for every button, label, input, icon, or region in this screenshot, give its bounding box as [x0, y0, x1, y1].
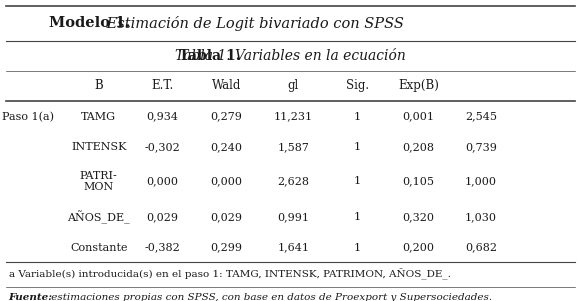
Text: Fuente:: Fuente:: [9, 293, 53, 301]
Text: 1: 1: [354, 142, 361, 152]
Text: Tabla 1.: Tabla 1.: [179, 49, 241, 63]
Text: 0,320: 0,320: [402, 213, 435, 222]
Text: 0,029: 0,029: [210, 213, 243, 222]
Text: a Variable(s) introducida(s) en el paso 1: TAMG, INTENSK, PATRIMON, AÑOS_DE_.: a Variable(s) introducida(s) en el paso …: [9, 268, 451, 280]
Text: 0,240: 0,240: [210, 142, 243, 152]
Text: 1,030: 1,030: [465, 213, 497, 222]
Text: 0,279: 0,279: [211, 112, 242, 122]
Text: 0,739: 0,739: [465, 142, 497, 152]
Text: Modelo 1.: Modelo 1.: [49, 16, 131, 30]
Text: 11,231: 11,231: [274, 112, 313, 122]
Text: 0,000: 0,000: [210, 176, 243, 186]
Text: B: B: [94, 79, 103, 92]
Text: -0,382: -0,382: [145, 243, 181, 253]
Text: Wald: Wald: [212, 79, 241, 92]
Text: 0,299: 0,299: [210, 243, 243, 253]
Text: AÑOS_DE_: AÑOS_DE_: [67, 211, 130, 224]
Text: E.T.: E.T.: [152, 79, 174, 92]
Text: TAMG: TAMG: [81, 112, 116, 122]
Text: 0,001: 0,001: [402, 112, 435, 122]
Text: PATRI-
MON: PATRI- MON: [80, 171, 117, 192]
Text: 2,628: 2,628: [277, 176, 310, 186]
Text: 0,000: 0,000: [146, 176, 179, 186]
Text: Tabla 1. Variables en la ecuación: Tabla 1. Variables en la ecuación: [175, 49, 406, 63]
Text: 0,682: 0,682: [465, 243, 497, 253]
Text: Exp(B): Exp(B): [398, 79, 439, 92]
Text: 1,587: 1,587: [278, 142, 309, 152]
Text: 1: 1: [354, 176, 361, 186]
Text: 0,991: 0,991: [277, 213, 310, 222]
Text: 0,105: 0,105: [402, 176, 435, 186]
Text: gl: gl: [288, 79, 299, 92]
Text: 1: 1: [354, 112, 361, 122]
Text: -0,302: -0,302: [145, 142, 181, 152]
Text: 1: 1: [354, 213, 361, 222]
Text: Sig.: Sig.: [346, 79, 369, 92]
Text: Paso 1(a): Paso 1(a): [2, 111, 54, 122]
Text: 0,200: 0,200: [402, 243, 435, 253]
Text: 0,208: 0,208: [402, 142, 435, 152]
Text: 0,934: 0,934: [146, 112, 179, 122]
Text: estimaciones propias con SPSS, con base en datos de Proexport y Supersociedades.: estimaciones propias con SPSS, con base …: [48, 293, 492, 301]
Text: 2,545: 2,545: [465, 112, 497, 122]
Text: Constante: Constante: [70, 243, 127, 253]
Text: INTENSK: INTENSK: [71, 142, 127, 152]
Text: 1: 1: [354, 243, 361, 253]
Text: 1,641: 1,641: [277, 243, 310, 253]
Text: Estimación de Logit bivariado con SPSS: Estimación de Logit bivariado con SPSS: [102, 16, 404, 31]
Text: 0,029: 0,029: [146, 213, 179, 222]
Text: 1,000: 1,000: [465, 176, 497, 186]
